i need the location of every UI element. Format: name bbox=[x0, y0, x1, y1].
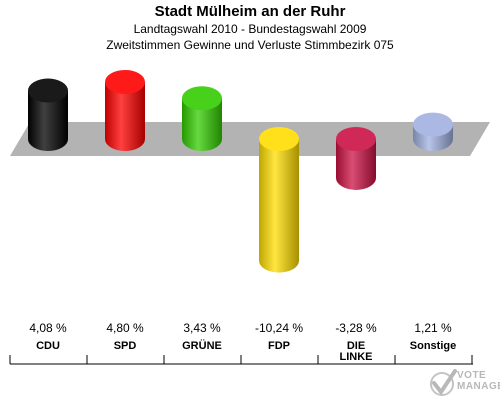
labels-group: 4,08 % CDU 4,80 % SPD 3,43 % GRÜNE -10,24 % FDP… bbox=[29, 321, 456, 363]
bar-spd bbox=[105, 70, 145, 151]
logo-wordmark: VOTE MANAGER bbox=[457, 370, 500, 392]
bar-body-cdu bbox=[28, 90, 68, 151]
checkmark-icon bbox=[430, 369, 457, 396]
logo-line-vote: VOTE bbox=[457, 370, 487, 381]
category-label-sonstige: Sonstige bbox=[410, 340, 456, 352]
bar-cap-spd bbox=[105, 70, 145, 94]
vote-manager-logo: VOTE MANAGER bbox=[425, 368, 500, 400]
bar-body-gr-ne bbox=[182, 98, 222, 151]
category-axis bbox=[9, 355, 473, 365]
category-label-gr-ne: GRÜNE bbox=[182, 339, 222, 352]
bar-cap-fdp bbox=[259, 127, 299, 151]
bar-body-die-linke bbox=[336, 139, 376, 190]
chart-subtitle-district: Zweitstimmen Gewinne und Verluste Stimmb… bbox=[106, 38, 394, 52]
bars-group bbox=[28, 70, 453, 273]
category-label-fdp: FDP bbox=[268, 340, 290, 352]
bar-cap-gr-ne bbox=[182, 86, 222, 111]
category-label-cdu: CDU bbox=[36, 340, 60, 352]
bar-cap-sonstige bbox=[413, 112, 453, 137]
bar-sonstige bbox=[413, 112, 453, 151]
bar-cdu bbox=[28, 78, 68, 151]
value-label-cdu: 4,08 % bbox=[29, 321, 67, 335]
value-label-spd: 4,80 % bbox=[106, 321, 144, 335]
value-label-sonstige: 1,21 % bbox=[414, 321, 452, 335]
value-label-gr-ne: 3,43 % bbox=[183, 321, 221, 335]
value-label-die-linke: -3,28 % bbox=[335, 321, 377, 335]
bar-gr-ne bbox=[182, 86, 222, 151]
logo-line-manager: MANAGER bbox=[457, 381, 500, 392]
chart-subtitle-election: Landtagswahl 2010 - Bundestagswahl 2009 bbox=[133, 22, 367, 36]
category-label-die-linke: DIE LINKE bbox=[340, 340, 373, 363]
bar-cap-die-linke bbox=[336, 127, 376, 151]
bar-cap-cdu bbox=[28, 78, 68, 103]
chart-title: Stadt Mülheim an der Ruhr bbox=[154, 3, 346, 20]
value-label-fdp: -10,24 % bbox=[255, 321, 303, 335]
bar-body-fdp bbox=[259, 139, 299, 273]
bar-fdp bbox=[259, 127, 299, 273]
bar-body-spd bbox=[105, 82, 145, 151]
bar-die-linke bbox=[336, 127, 376, 190]
category-label-spd: SPD bbox=[114, 340, 137, 352]
